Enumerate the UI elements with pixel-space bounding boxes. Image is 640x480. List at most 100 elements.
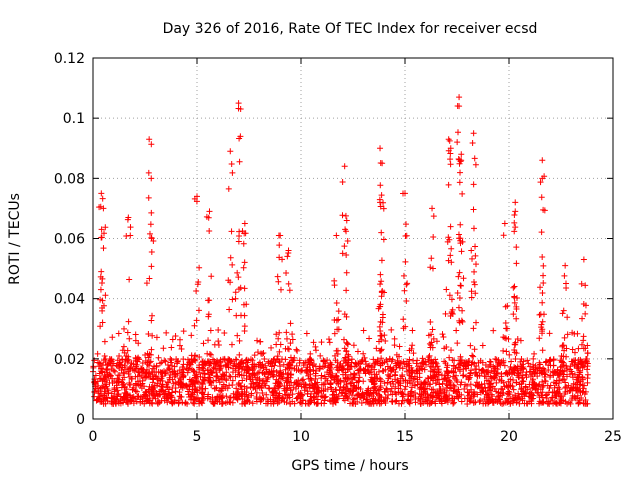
data-point: [213, 384, 220, 391]
data-point: [521, 393, 528, 400]
data-point: [377, 301, 384, 308]
data-point: [343, 287, 350, 294]
data-point: [102, 383, 109, 390]
data-point: [378, 229, 385, 236]
data-point: [495, 396, 502, 403]
data-point: [403, 281, 410, 288]
data-point: [194, 281, 201, 288]
data-point: [235, 274, 242, 281]
data-point: [493, 370, 500, 377]
data-point: [191, 322, 198, 329]
data-point: [238, 372, 245, 379]
data-point: [519, 372, 526, 379]
data-point: [241, 388, 248, 395]
data-point: [511, 283, 518, 290]
data-point: [228, 341, 235, 348]
data-point: [197, 373, 204, 380]
data-point: [102, 224, 109, 231]
data-point: [237, 106, 244, 113]
data-point: [273, 369, 280, 376]
data-point: [465, 357, 472, 364]
data-point: [254, 337, 261, 344]
data-point: [156, 388, 163, 395]
data-point: [513, 244, 520, 251]
data-point: [376, 386, 383, 393]
data-point: [219, 376, 226, 383]
data-point: [466, 374, 473, 381]
data-point: [126, 379, 133, 386]
data-point: [355, 360, 362, 367]
data-point: [240, 301, 247, 308]
data-point: [235, 100, 242, 107]
data-point: [99, 307, 106, 314]
data-point: [233, 385, 240, 392]
data-point: [143, 366, 150, 373]
data-point: [486, 358, 493, 365]
y-tick-label: 0: [76, 412, 85, 428]
data-point: [210, 365, 217, 372]
data-point: [412, 399, 419, 406]
data-point: [257, 396, 264, 403]
data-point: [130, 361, 137, 368]
data-point: [331, 277, 338, 284]
data-point: [357, 385, 364, 392]
data-point: [180, 328, 187, 335]
data-point: [370, 356, 377, 363]
data-point: [329, 374, 336, 381]
data-point: [491, 375, 498, 382]
data-point: [116, 353, 123, 360]
data-point: [354, 391, 361, 398]
data-point: [169, 376, 176, 383]
data-point: [141, 383, 148, 390]
data-point: [542, 371, 549, 378]
data-point: [430, 389, 437, 396]
data-point: [124, 329, 131, 336]
data-point: [333, 386, 340, 393]
data-point: [201, 377, 208, 384]
data-point: [148, 263, 155, 270]
data-point: [241, 400, 248, 407]
data-point: [206, 374, 213, 381]
data-point: [482, 400, 489, 407]
data-point: [469, 255, 476, 262]
data-point: [370, 389, 377, 396]
data-point: [327, 380, 334, 387]
data-point: [188, 332, 195, 339]
data-point: [194, 394, 201, 401]
data-point: [316, 365, 323, 372]
data-point: [500, 379, 507, 386]
data-point: [276, 329, 283, 336]
data-point: [301, 384, 308, 391]
data-point: [511, 228, 518, 235]
data-point: [469, 352, 476, 359]
data-point: [148, 209, 155, 216]
data-point: [222, 400, 229, 407]
data-point: [470, 225, 477, 232]
data-point: [438, 396, 445, 403]
data-point: [575, 345, 582, 352]
data-point: [470, 206, 477, 213]
data-point: [564, 331, 571, 338]
data-point: [456, 94, 463, 101]
data-point: [354, 398, 361, 405]
data-point: [310, 360, 317, 367]
data-point: [236, 337, 243, 344]
data-point: [400, 325, 407, 332]
data-point: [378, 336, 385, 343]
data-point: [349, 388, 356, 395]
data-point: [404, 280, 411, 287]
data-point: [391, 335, 398, 342]
data-point: [259, 389, 266, 396]
data-point: [506, 351, 513, 358]
data-point: [225, 185, 232, 192]
data-point: [167, 371, 174, 378]
data-point: [460, 362, 467, 369]
data-point: [439, 331, 446, 338]
data-point: [538, 229, 545, 236]
data-point: [96, 360, 103, 367]
data-point: [527, 372, 534, 379]
data-point: [342, 226, 349, 233]
data-point: [274, 400, 281, 407]
data-point: [165, 365, 172, 372]
data-point: [395, 400, 402, 407]
